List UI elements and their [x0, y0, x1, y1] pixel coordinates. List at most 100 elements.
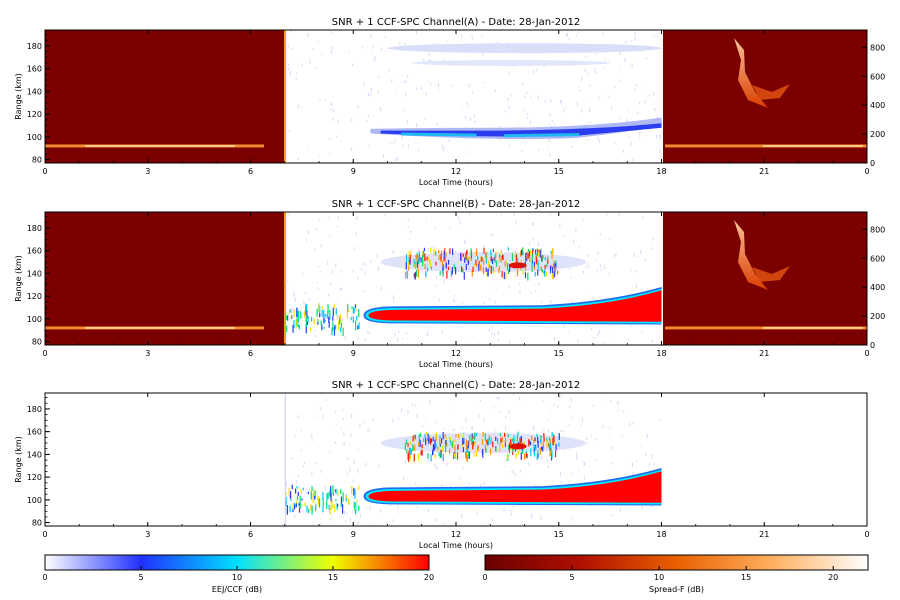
feature-1-speck	[537, 452, 539, 458]
noise-speck	[477, 343, 479, 345]
noise-speck	[351, 486, 353, 494]
noise-speck	[560, 429, 562, 433]
feature-1-speck	[503, 272, 505, 280]
noise-speck	[645, 56, 647, 60]
noise-speck	[318, 498, 321, 508]
noise-speck	[482, 51, 484, 56]
feature-0-core	[503, 133, 580, 138]
noise-speck	[354, 507, 357, 510]
noise-speck	[443, 146, 445, 148]
noise-speck	[634, 88, 636, 92]
noise-speck	[483, 482, 485, 486]
noise-speck	[329, 282, 331, 285]
noise-speck	[295, 319, 297, 329]
feature-1-speck	[412, 443, 414, 452]
noise-speck	[464, 431, 466, 435]
feature-1-speck	[531, 261, 533, 268]
noise-speck	[328, 316, 330, 323]
noise-speck	[495, 430, 497, 434]
noise-speck	[331, 31, 333, 34]
x-tick-label: 21	[759, 530, 769, 539]
noise-speck	[326, 501, 328, 509]
noise-speck	[492, 235, 494, 237]
noise-speck	[553, 336, 555, 341]
noise-speck	[623, 410, 625, 413]
noise-speck	[416, 87, 418, 90]
noise-speck	[346, 456, 348, 461]
feature-1-speck	[427, 433, 429, 442]
noise-speck	[315, 334, 317, 337]
noise-speck	[553, 123, 555, 126]
noise-speck	[349, 468, 351, 473]
feature-1-speck	[517, 431, 519, 436]
noise-speck	[581, 460, 583, 463]
noise-speck	[461, 427, 463, 430]
noise-speck	[331, 50, 333, 55]
feature-1-speck	[498, 268, 500, 273]
feature-0	[368, 471, 662, 503]
feature-1-speck	[537, 259, 539, 266]
noise-speck	[595, 337, 597, 340]
noise-speck	[509, 339, 511, 344]
noise-speck	[443, 58, 445, 63]
noise-speck	[322, 506, 324, 513]
feature-1-speck	[410, 249, 412, 257]
feature-1-speck	[524, 453, 526, 460]
noise-speck	[435, 518, 437, 522]
feature-1-speck	[466, 249, 468, 255]
feature-1-speck	[426, 256, 428, 261]
noise-speck	[606, 214, 608, 216]
feature-1-speck	[418, 452, 420, 461]
noise-speck	[409, 238, 411, 240]
noise-speck	[355, 308, 357, 311]
noise-speck	[322, 492, 324, 500]
noise-speck	[292, 324, 294, 333]
feature-1-speck	[500, 255, 502, 263]
noise-speck	[598, 96, 600, 100]
noise-speck	[461, 513, 463, 518]
x-tick-label: 21	[759, 167, 769, 176]
noise-speck	[290, 48, 292, 50]
feature-1-speck	[555, 443, 557, 451]
feature-1-speck	[483, 268, 485, 273]
feature-1-speck	[438, 452, 440, 457]
noise-speck	[521, 150, 523, 153]
noise-speck	[356, 499, 358, 503]
feature-1-speck	[405, 439, 408, 445]
noise-speck	[636, 84, 638, 87]
feature-1-speck	[465, 263, 467, 271]
noise-speck	[335, 308, 337, 315]
noise-speck	[524, 141, 526, 144]
feature-1-speck	[468, 451, 470, 459]
feature-1-speck	[450, 270, 453, 277]
y-tick-label: 100	[27, 133, 42, 142]
noise-speck	[290, 308, 293, 314]
noise-speck	[309, 297, 311, 301]
noise-speck	[619, 508, 621, 512]
feature-1-speck	[501, 254, 504, 260]
noise-speck	[327, 216, 329, 219]
noise-speck	[559, 396, 561, 399]
feature-1-speck	[414, 263, 416, 269]
transition-line	[284, 30, 286, 163]
noise-speck	[356, 315, 358, 321]
noise-speck	[410, 230, 412, 234]
y-tick-label: 80	[32, 519, 42, 528]
noise-speck	[461, 302, 463, 305]
feature-1-speck	[438, 255, 440, 260]
noise-speck	[635, 284, 637, 288]
noise-speck	[309, 488, 311, 491]
y2-tick-label: 400	[870, 283, 885, 292]
noise-speck	[441, 270, 443, 273]
noise-speck	[357, 448, 359, 451]
noise-speck	[651, 454, 653, 459]
noise-speck	[585, 55, 587, 59]
feature-1-speck	[495, 436, 497, 442]
noise-speck	[449, 485, 451, 488]
feature-1-speck	[423, 438, 425, 442]
feature-1-speck	[424, 253, 426, 259]
noise-speck	[568, 330, 570, 333]
noise-speck	[376, 254, 378, 259]
feature-1-speck	[543, 432, 545, 438]
feature-1-speck	[507, 269, 510, 275]
